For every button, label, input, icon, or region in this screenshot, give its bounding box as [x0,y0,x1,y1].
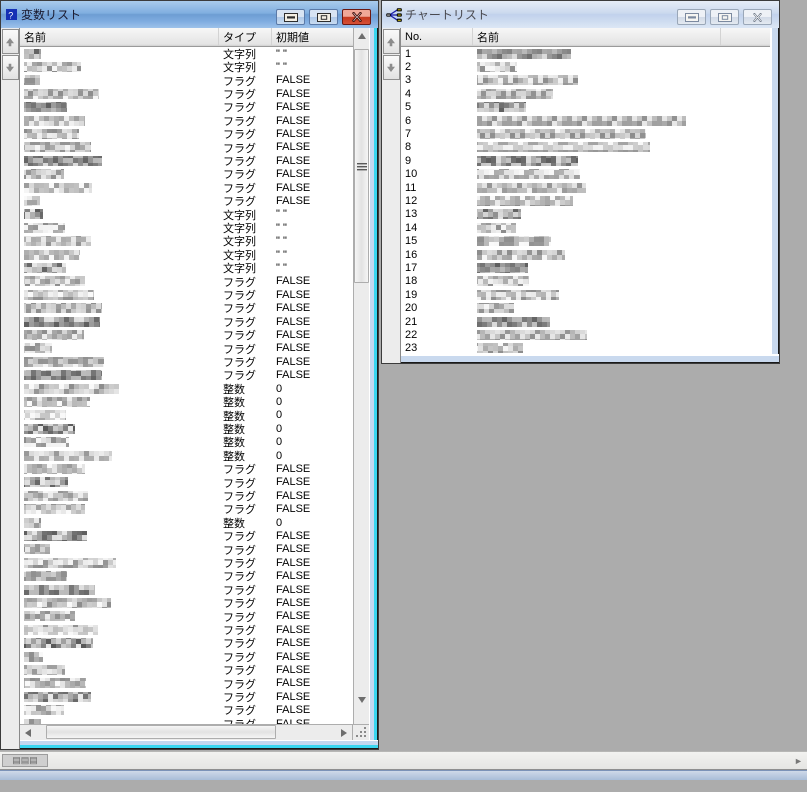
svg-text:?: ? [8,11,13,21]
